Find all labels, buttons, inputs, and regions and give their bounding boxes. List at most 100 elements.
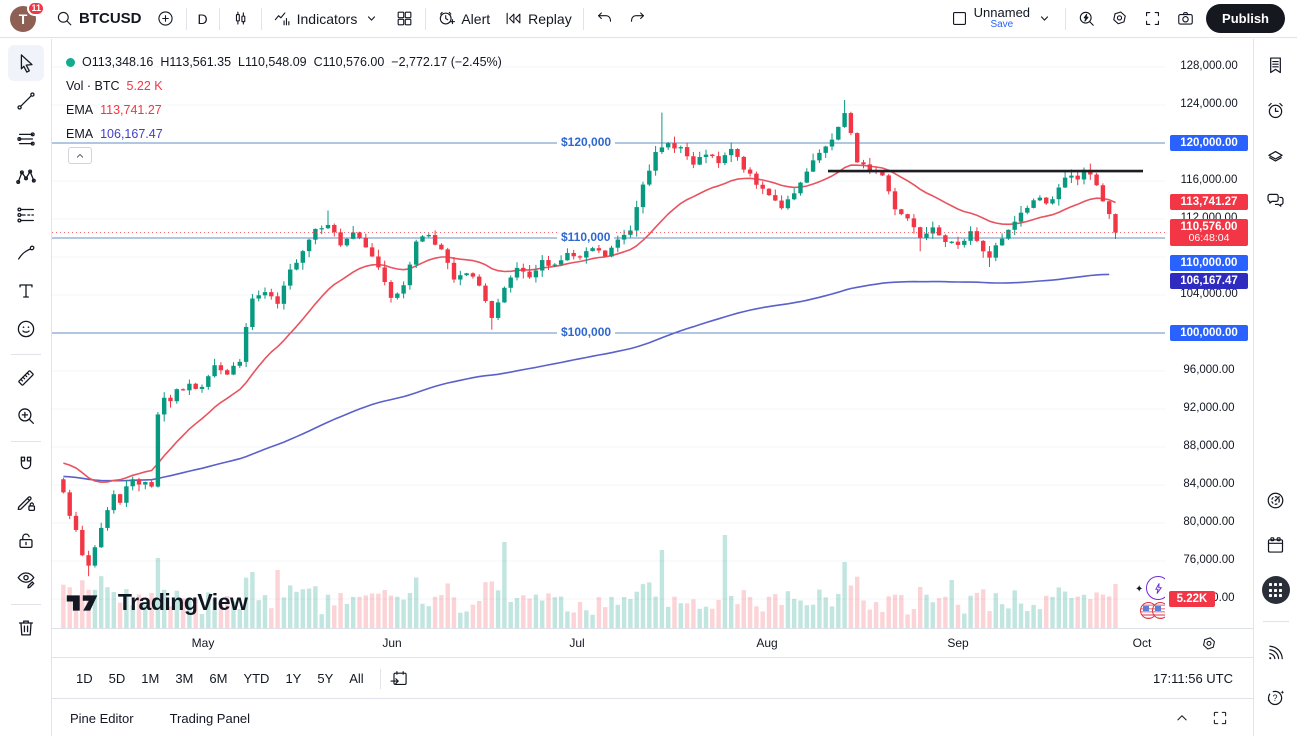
tool-trendline-button[interactable] [8, 83, 44, 119]
calendar-button[interactable] [1260, 529, 1292, 561]
fullscreen-button[interactable] [1136, 4, 1169, 34]
candles-icon [231, 9, 250, 28]
legend-collapse-button[interactable] [68, 147, 92, 164]
chart-legend: O113,348.16 H113,561.35 L110,548.09 C110… [66, 50, 502, 146]
replay-button[interactable]: Replay [497, 4, 579, 34]
tool-zoomin-button[interactable] [8, 398, 44, 434]
timeframe-5y-button[interactable]: 5Y [309, 666, 341, 691]
publish-button[interactable]: Publish [1206, 4, 1285, 33]
trading-panel-tab[interactable]: Trading Panel [169, 710, 251, 726]
time-axis-settings-button[interactable] [1200, 635, 1218, 653]
tool-smiley-button[interactable] [8, 311, 44, 347]
watchlist-icon [1265, 55, 1286, 76]
timeframe-ytd-button[interactable]: YTD [235, 666, 277, 691]
undo-button[interactable] [588, 4, 621, 34]
tool-fib-button[interactable] [8, 197, 44, 233]
chart-settings-button[interactable] [1103, 4, 1136, 34]
price-axis[interactable]: 128,000.00 124,000.00 116,000.00 112,000.00… [1165, 39, 1253, 628]
tool-text-button[interactable] [8, 273, 44, 309]
panel-collapse-button[interactable] [1173, 709, 1191, 727]
interval-button[interactable]: D [191, 4, 215, 34]
price-level-label[interactable]: $100,000 [557, 325, 616, 339]
alert-button[interactable]: Alert [430, 4, 497, 34]
symbol-search-button[interactable]: BTCUSD [48, 4, 149, 34]
low-value: L110,548.09 [238, 55, 307, 69]
ema-legend-row-2[interactable]: EMA 106,167.47 [66, 122, 502, 146]
chevron-down-icon [362, 9, 381, 28]
pencil-lock-icon [15, 492, 37, 514]
ohlc-legend-row[interactable]: O113,348.16 H113,561.35 L110,548.09 C110… [66, 50, 502, 74]
timeframe-3m-button[interactable]: 3M [167, 666, 201, 691]
tool-brush-button[interactable] [8, 235, 44, 271]
candlestick-chart[interactable] [52, 39, 1165, 628]
lightning-event-icon[interactable] [1146, 576, 1165, 600]
signal-button[interactable] [1260, 636, 1292, 668]
interval-label: D [197, 10, 208, 27]
separator [425, 7, 427, 30]
timeframe-1y-button[interactable]: 1Y [277, 666, 309, 691]
tool-ruler-button[interactable] [8, 360, 44, 396]
top-toolbar: T 11 BTCUSD D Indicators Alert [0, 0, 1297, 38]
chat-button[interactable] [1260, 184, 1292, 216]
trendline-icon [15, 90, 37, 112]
apps-button[interactable] [1260, 574, 1292, 606]
price-level-label[interactable]: $110,000 [557, 230, 615, 244]
tool-trash-button[interactable] [8, 610, 44, 646]
tool-lock-button[interactable] [8, 523, 44, 559]
goto-date-button[interactable] [389, 669, 409, 689]
indicator-templates-button[interactable] [388, 4, 421, 34]
chart-pane[interactable]: O113,348.16 H113,561.35 L110,548.09 C110… [52, 39, 1165, 628]
alert-clock-icon [437, 9, 456, 28]
tool-cursor-button[interactable] [7, 45, 44, 81]
price-label-badge: 100,000.00 [1170, 325, 1248, 341]
separator [218, 7, 220, 30]
redo-button[interactable] [621, 4, 654, 34]
indicators-button[interactable]: Indicators [266, 4, 389, 34]
volume-legend-row[interactable]: Vol · BTC 5.22 K [66, 74, 502, 98]
smiley-icon [15, 318, 37, 340]
alarm-button[interactable] [1260, 94, 1292, 126]
tool-magnet-button[interactable] [8, 447, 44, 483]
price-label-badge: 5.22K [1169, 590, 1215, 607]
layers-button[interactable] [1260, 139, 1292, 171]
divider [10, 604, 41, 605]
tool-eye-edit-button[interactable] [8, 561, 44, 597]
zoomin-icon [15, 405, 37, 427]
tool-hlines-button[interactable] [8, 121, 44, 157]
apps-grid-icon [1261, 576, 1290, 604]
help-button[interactable]: ? [1260, 681, 1292, 713]
snapshot-button[interactable] [1169, 4, 1202, 34]
tool-pencil-lock-button[interactable] [8, 485, 44, 521]
price-tick: 84,000.00 [1183, 478, 1235, 490]
panel-maximize-button[interactable] [1211, 709, 1229, 727]
price-label-badge: 110,000.00 [1170, 255, 1248, 271]
economic-event-flags[interactable] [1140, 602, 1165, 619]
month-label: Sep [947, 636, 969, 650]
separator [379, 668, 381, 689]
indicators-icon [273, 9, 292, 28]
timeframe-5d-button[interactable]: 5D [101, 666, 134, 691]
compare-add-button[interactable] [149, 4, 182, 34]
high-value: H113,561.35 [160, 55, 232, 69]
time-axis[interactable]: May Jun Jul Aug Sep Oct [52, 628, 1253, 658]
chevron-down-icon [1035, 9, 1054, 28]
ema2-value: 106,167.47 [100, 127, 163, 141]
chart-region: O113,348.16 H113,561.35 L110,548.09 C110… [52, 39, 1253, 736]
plus-circle-icon [156, 9, 175, 28]
ema-legend-row-1[interactable]: EMA 113,741.27 [66, 98, 502, 122]
timeframe-1d-button[interactable]: 1D [68, 666, 101, 691]
user-avatar[interactable]: T 11 [10, 0, 45, 34]
brush-icon [15, 242, 37, 264]
price-level-label[interactable]: $120,000 [557, 135, 616, 149]
pine-editor-tab[interactable]: Pine Editor [70, 710, 134, 726]
watchlist-button[interactable] [1260, 49, 1292, 81]
radar-button[interactable] [1260, 484, 1292, 516]
tool-xabcd-button[interactable] [8, 159, 44, 195]
save-layout-button[interactable]: Unnamed Save [943, 4, 1061, 34]
timeframe-6m-button[interactable]: 6M [201, 666, 235, 691]
timeframe-1m-button[interactable]: 1M [133, 666, 167, 691]
clock[interactable]: 17:11:56 UTC [1153, 671, 1233, 686]
timeframe-all-button[interactable]: All [341, 666, 371, 691]
chart-style-button[interactable] [224, 4, 257, 34]
quick-search-button[interactable] [1070, 4, 1103, 34]
